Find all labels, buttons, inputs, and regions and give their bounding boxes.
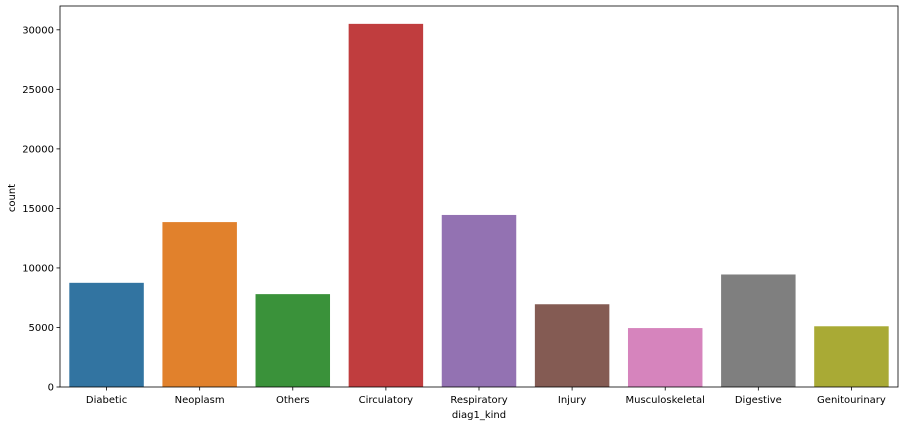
x-tick-label: Musculoskeletal bbox=[625, 395, 704, 406]
y-tick-label: 30000 bbox=[22, 25, 54, 36]
y-tick-label: 0 bbox=[48, 383, 54, 394]
y-tick-label: 5000 bbox=[29, 323, 54, 334]
y-tick-label: 10000 bbox=[22, 263, 54, 274]
x-axis: Diabetic Neoplasm Others Circulatory Respira… bbox=[86, 387, 886, 406]
bar-genitourinary bbox=[814, 326, 889, 387]
bar-injury bbox=[534, 304, 610, 387]
bar-circulatory bbox=[348, 23, 424, 387]
y-tick-label: 25000 bbox=[22, 85, 54, 96]
x-tick-label: Respiratory bbox=[450, 395, 507, 406]
bars-layer bbox=[69, 23, 889, 387]
x-tick-label: Injury bbox=[558, 395, 587, 406]
x-tick-label: Digestive bbox=[735, 395, 782, 406]
bar-respiratory bbox=[441, 214, 517, 387]
x-tick-label: Neoplasm bbox=[175, 395, 225, 406]
bar-digestive bbox=[721, 274, 796, 387]
y-tick-label: 15000 bbox=[22, 204, 54, 215]
plot-frame bbox=[59, 5, 899, 388]
x-tick-label: Genitourinary bbox=[817, 395, 886, 406]
bar-others bbox=[255, 294, 331, 387]
x-axis-label: diag1_kind bbox=[452, 410, 506, 421]
x-tick-label: Others bbox=[276, 395, 310, 406]
bar-musculoskeletal bbox=[627, 328, 703, 387]
bar-diabetic bbox=[69, 282, 144, 387]
y-axis: 0 5000 10000 15000 20000 25000 30000 bbox=[22, 25, 60, 394]
bar-neoplasm bbox=[162, 222, 237, 387]
x-tick-label: Circulatory bbox=[359, 395, 414, 406]
y-axis-label: count bbox=[7, 184, 18, 212]
y-tick-label: 20000 bbox=[22, 144, 54, 155]
x-tick-label: Diabetic bbox=[86, 395, 127, 406]
